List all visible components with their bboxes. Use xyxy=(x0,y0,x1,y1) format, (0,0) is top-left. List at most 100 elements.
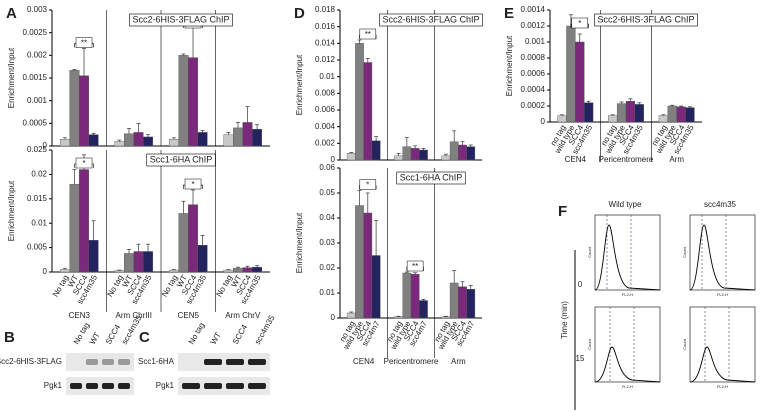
bar xyxy=(363,212,373,319)
y-axis-label: Enrichment/Input xyxy=(7,180,16,241)
bar xyxy=(449,282,459,319)
panel-label: B xyxy=(4,329,15,346)
lane-label: SCC4 xyxy=(231,323,250,346)
x-group-label: Arm xyxy=(669,155,684,164)
x-group-label: Arm ChrIII xyxy=(116,311,152,320)
bar xyxy=(88,240,99,273)
y-tick-label: 0.004 xyxy=(315,122,336,131)
lane-label: No tag xyxy=(187,321,207,346)
y-tick-label: 0.018 xyxy=(315,5,336,14)
x-axis-label: FL2-H xyxy=(622,292,633,297)
bar xyxy=(410,148,420,161)
y-tick-label: 0.0012 xyxy=(521,21,546,30)
bar xyxy=(685,107,695,123)
chart-title: Scc1-6HA ChIP xyxy=(400,172,463,182)
bar xyxy=(658,115,669,123)
y-tick-label: 0 xyxy=(331,313,336,322)
y-tick-label: 0.0005 xyxy=(23,118,48,127)
x-group-label: CEN4 xyxy=(565,155,587,164)
bar xyxy=(557,115,567,123)
bar xyxy=(69,183,80,273)
bar xyxy=(458,144,467,161)
bar xyxy=(449,141,459,161)
bar xyxy=(168,269,179,273)
bar xyxy=(79,169,89,273)
y-tick-label: 0.0004 xyxy=(521,85,546,94)
bar xyxy=(346,153,356,161)
bar xyxy=(402,146,412,161)
x-group-label: Arm xyxy=(451,357,466,366)
y-tick-label: 0.02 xyxy=(31,170,47,179)
significance: ** xyxy=(365,30,371,39)
band xyxy=(204,383,222,389)
bar xyxy=(233,267,243,273)
column-title: Wild type xyxy=(609,200,642,209)
column-title: scc4m35 xyxy=(704,200,737,209)
y-axis-label: Enrichment/Input xyxy=(505,35,514,96)
bar xyxy=(69,70,80,147)
significance: * xyxy=(191,180,194,189)
band xyxy=(248,359,266,365)
title-box xyxy=(146,153,216,167)
blot xyxy=(66,353,134,371)
y-tick-label: 0 xyxy=(331,155,336,164)
significance: * xyxy=(578,19,581,28)
bar xyxy=(233,127,243,147)
x-group-label: CEN3 xyxy=(69,311,91,320)
row-label: 0 xyxy=(578,280,583,289)
panel-label: F xyxy=(558,203,567,220)
panel-label: C xyxy=(139,329,150,346)
bar xyxy=(197,132,208,147)
row-label: Pgk1 xyxy=(44,381,63,390)
row-title: Time (min) xyxy=(560,301,569,339)
significance-box xyxy=(359,179,377,190)
panel-label: E xyxy=(504,5,514,22)
bar xyxy=(616,103,627,123)
x-group-label: CEN5 xyxy=(178,311,200,320)
y-tick-label: 0.0002 xyxy=(521,101,546,110)
significance: ** xyxy=(412,262,418,271)
y-tick-label: 0.003 xyxy=(27,5,48,14)
blot xyxy=(178,353,270,371)
bar xyxy=(371,140,381,161)
y-tick-label: 0.0025 xyxy=(23,28,48,37)
band xyxy=(204,359,222,365)
y-axis-label: Enrichment/Input xyxy=(295,212,304,273)
y-tick-label: 0.02 xyxy=(319,263,335,272)
bar xyxy=(419,149,428,161)
band xyxy=(102,359,114,365)
y-tick-label: 0.002 xyxy=(27,50,48,59)
y-tick-label: 0 xyxy=(43,141,48,150)
bar xyxy=(59,269,70,273)
y-tick-label: 0.002 xyxy=(315,138,336,147)
y-tick-label: 0.025 xyxy=(27,145,48,154)
bar xyxy=(346,312,356,319)
y-tick-label: 0.0014 xyxy=(521,5,546,14)
significance-box xyxy=(75,37,93,48)
bar xyxy=(133,132,144,147)
band xyxy=(226,383,244,389)
bar xyxy=(188,204,198,273)
title-box xyxy=(129,13,233,27)
significance-box xyxy=(75,157,93,169)
y-axis-label: Count xyxy=(587,338,592,350)
bar xyxy=(355,43,364,161)
histogram xyxy=(594,346,661,383)
bar xyxy=(114,141,125,147)
bar xyxy=(402,272,412,319)
x-group-label: Pericentromere xyxy=(384,357,439,366)
row-label: Pgk1 xyxy=(156,381,175,390)
band xyxy=(118,359,130,365)
significance: * xyxy=(82,159,85,168)
bar xyxy=(143,251,154,273)
band xyxy=(182,383,200,389)
histogram-frame xyxy=(689,214,756,291)
bar xyxy=(88,134,99,147)
band xyxy=(86,383,98,389)
y-tick-label: 0.014 xyxy=(315,38,336,47)
title-box xyxy=(594,13,698,27)
bar xyxy=(458,286,467,319)
bar xyxy=(634,104,644,123)
bar xyxy=(79,75,89,147)
